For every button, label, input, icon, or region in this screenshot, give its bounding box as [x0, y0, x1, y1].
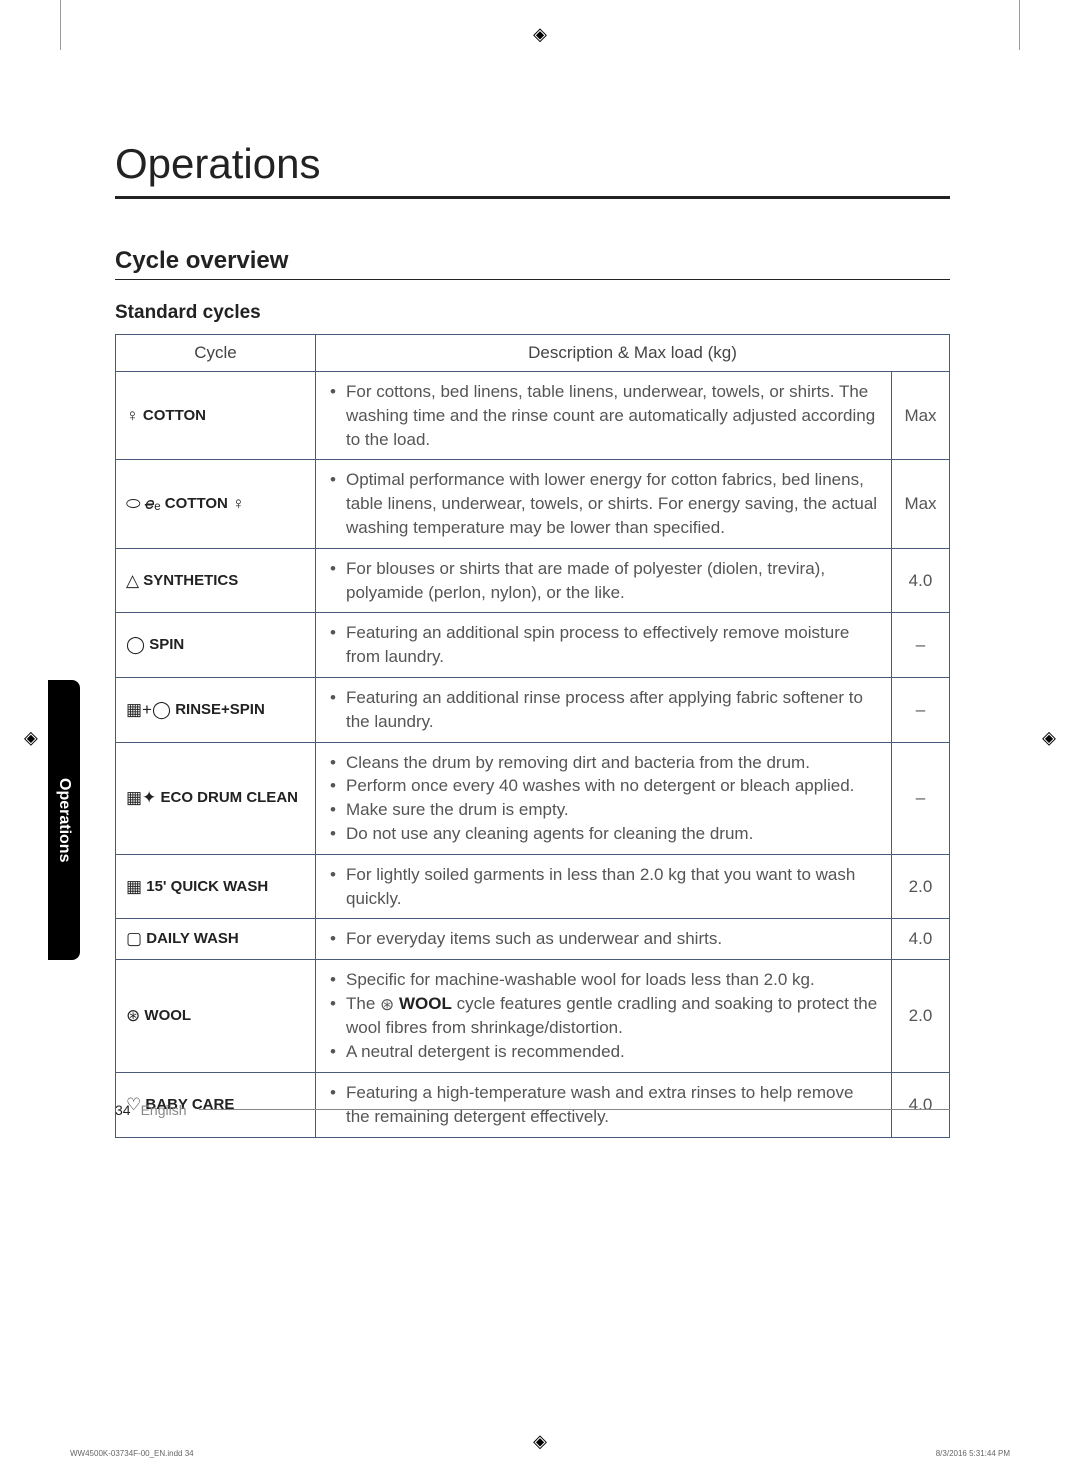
description-bullet: Make sure the drum is empty. [326, 798, 881, 822]
description-cell: Specific for machine-washable wool for l… [316, 960, 892, 1073]
footer-line [199, 1109, 951, 1110]
cycle-cell: ⬭ 𝑒̶ₑ COTTON ♀ [116, 460, 316, 548]
page-language: English [141, 1102, 187, 1118]
crop-mark-icon: ◈ [533, 1431, 547, 1452]
page-content: Operations Cycle overview Standard cycle… [0, 0, 1080, 1198]
cycle-cell: ◯ SPIN [116, 613, 316, 678]
description-cell: For cottons, bed linens, table linens, u… [316, 372, 892, 460]
description-bullet: For blouses or shirts that are made of p… [326, 557, 881, 605]
load-cell: 4.0 [892, 919, 950, 960]
description-bullet: Specific for machine-washable wool for l… [326, 968, 881, 992]
description-cell: For everyday items such as underwear and… [316, 919, 892, 960]
cycle-icon: ⬭ 𝑒̶ₑ [126, 494, 161, 514]
cycle-cell: ♀ COTTON [116, 372, 316, 460]
load-cell: Max [892, 372, 950, 460]
cycle-name: WOOL [144, 1007, 191, 1024]
cycle-name: ECO DRUM CLEAN [160, 789, 298, 806]
title-underline [115, 196, 950, 199]
cycle-name: COTTON [143, 407, 206, 424]
cycle-icon: ♀ [232, 494, 245, 514]
table-row: ▦ 15' QUICK WASHFor lightly soiled garme… [116, 854, 950, 919]
table-row: △ SYNTHETICSFor blouses or shirts that a… [116, 548, 950, 613]
section-subtitle: Cycle overview [115, 247, 950, 275]
cycle-icon: ▢ [126, 929, 142, 949]
col-header-desc: Description & Max load (kg) [316, 335, 950, 372]
section-subheading: Standard cycles [115, 302, 950, 324]
description-bullet: Optimal performance with lower energy fo… [326, 468, 881, 539]
cycle-name: DAILY WASH [146, 930, 239, 947]
cycle-cell: △ SYNTHETICS [116, 548, 316, 613]
description-bullet: Perform once every 40 washes with no det… [326, 774, 881, 798]
table-row: ▢ DAILY WASH For everyday items such as u… [116, 919, 950, 960]
load-cell: 4.0 [892, 548, 950, 613]
load-cell: – [892, 742, 950, 854]
cycle-icon: ▦+◯ [126, 700, 171, 720]
page-footer: 34 English [115, 1102, 950, 1118]
table-row: ▦+◯ RINSE+SPINFeaturing an additional ri… [116, 677, 950, 742]
cycle-cell: ▦ 15' QUICK WASH [116, 854, 316, 919]
print-footer-left: WW4500K-03734F-00_EN.indd 34 [70, 1449, 194, 1458]
cycle-cell: ▢ DAILY WASH [116, 919, 316, 960]
subtitle-underline [115, 279, 950, 280]
page-title: Operations [115, 140, 950, 188]
description-cell: Featuring an additional spin process to … [316, 613, 892, 678]
description-cell: For lightly soiled garments in less than… [316, 854, 892, 919]
load-cell: 2.0 [892, 854, 950, 919]
description-bullet: Do not use any cleaning agents for clean… [326, 822, 881, 846]
load-cell: 2.0 [892, 960, 950, 1073]
load-cell: – [892, 677, 950, 742]
description-bullet: Featuring an additional rinse process af… [326, 686, 881, 734]
description-cell: Optimal performance with lower energy fo… [316, 460, 892, 548]
cycle-icon: ◯ [126, 635, 145, 655]
cycle-name: SPIN [149, 636, 184, 653]
cycle-name: 15' QUICK WASH [146, 878, 268, 895]
table-row: ⊛ WOOL Specific for machine-washable wool… [116, 960, 950, 1073]
load-cell: Max [892, 460, 950, 548]
cycle-icon: △ [126, 571, 139, 591]
cycle-icon: ▦ [126, 877, 142, 897]
load-cell: – [892, 613, 950, 678]
cycle-name: SYNTHETICS [143, 572, 238, 589]
description-bullet: Featuring an additional spin process to … [326, 621, 881, 669]
table-row: ⬭ 𝑒̶ₑ COTTON ♀Optimal performance with l… [116, 460, 950, 548]
cycles-table: Cycle Description & Max load (kg) ♀ COTT… [115, 334, 950, 1138]
description-bullet: The ⊛ WOOL cycle features gentle cradlin… [326, 992, 881, 1040]
cycle-icon: ♀ [126, 406, 139, 426]
description-bullet: For cottons, bed linens, table linens, u… [326, 380, 881, 451]
description-bullet: Cleans the drum by removing dirt and bac… [326, 751, 881, 775]
table-row: ♀ COTTONFor cottons, bed linens, table l… [116, 372, 950, 460]
col-header-cycle: Cycle [116, 335, 316, 372]
cycle-cell: ▦✦ ECO DRUM CLEAN [116, 742, 316, 854]
cycle-cell: ▦+◯ RINSE+SPIN [116, 677, 316, 742]
page-number: 34 [115, 1102, 131, 1118]
cycle-cell: ⊛ WOOL [116, 960, 316, 1073]
cycle-icon: ▦✦ [126, 788, 156, 808]
description-cell: Cleans the drum by removing dirt and bac… [316, 742, 892, 854]
description-bullet: A neutral detergent is recommended. [326, 1040, 881, 1064]
table-row: ▦✦ ECO DRUM CLEAN Cleans the drum by remo… [116, 742, 950, 854]
cycle-icon: ⊛ [126, 1006, 140, 1026]
cycle-name: COTTON [165, 495, 228, 512]
description-bullet: For lightly soiled garments in less than… [326, 863, 881, 911]
table-row: ◯ SPINFeaturing an additional spin proce… [116, 613, 950, 678]
description-cell: For blouses or shirts that are made of p… [316, 548, 892, 613]
description-bullet: For everyday items such as underwear and… [326, 927, 881, 951]
print-footer-right: 8/3/2016 5:31:44 PM [936, 1449, 1010, 1458]
description-cell: Featuring an additional rinse process af… [316, 677, 892, 742]
cycle-name: RINSE+SPIN [175, 701, 265, 718]
